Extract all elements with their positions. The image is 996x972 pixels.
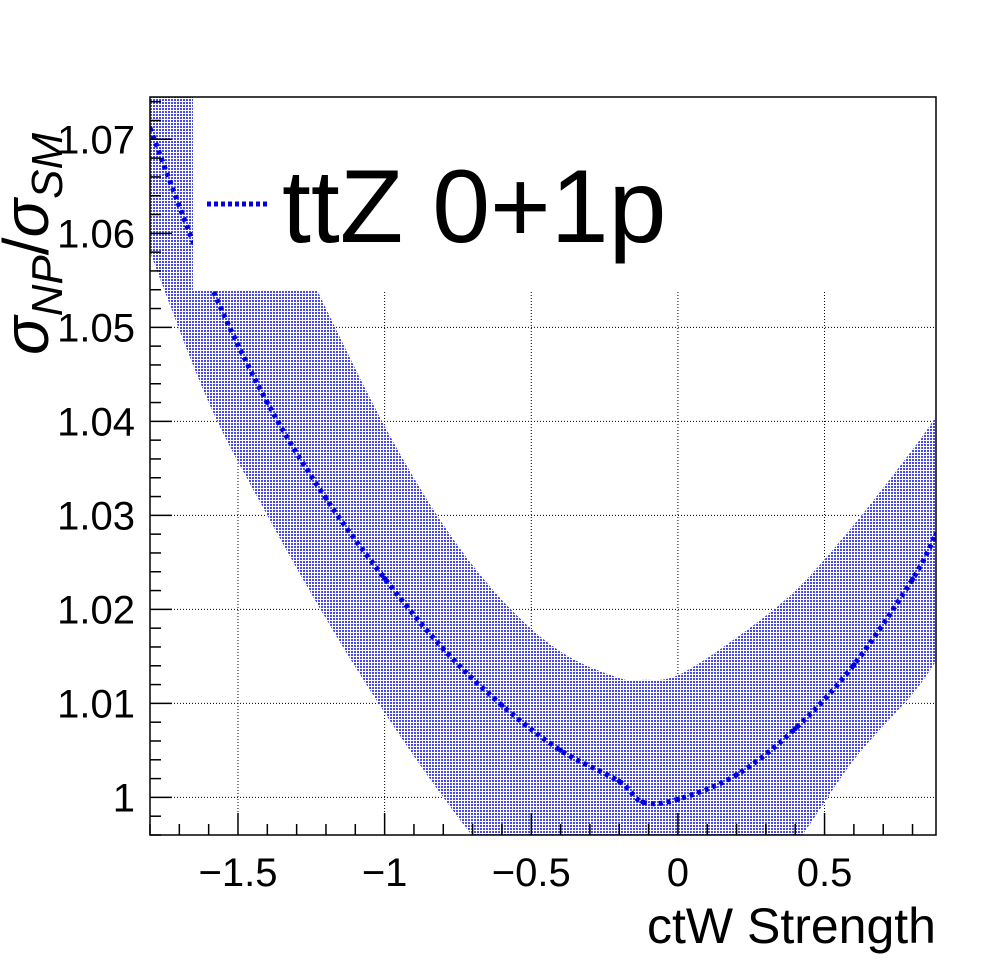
y-tick-label: 1.02 xyxy=(57,588,135,632)
axes: −1.5 −1 −0.5 0 0.5 1 1.01 1.02 1.03 1.04 1.05 1.06 1… xyxy=(57,96,937,895)
y-axis-title-symbol-2: σ xyxy=(0,197,62,238)
data-point xyxy=(675,796,681,802)
y-tick-label: 1.07 xyxy=(57,118,135,162)
data-point xyxy=(382,575,388,581)
data-point xyxy=(851,662,857,668)
series-line xyxy=(150,127,936,807)
x-axis-title: ctW Strength xyxy=(647,898,936,954)
y-tick-label: 1.03 xyxy=(57,494,135,538)
y-tick-label: 1.05 xyxy=(57,306,135,350)
y-axis-title-symbol: σ xyxy=(0,314,62,355)
data-point xyxy=(558,747,564,753)
data-point xyxy=(734,772,740,778)
x-tick-label: −0.5 xyxy=(492,851,571,895)
data-point xyxy=(640,799,646,805)
y-tick-label: 1 xyxy=(113,776,135,820)
data-point xyxy=(264,400,270,405)
y-tick-label: 1.01 xyxy=(57,682,135,726)
y-axis-title-numerator-sub: NP xyxy=(23,255,72,317)
data-point xyxy=(323,495,329,501)
data-point xyxy=(910,576,915,582)
y-tick-label: 1.04 xyxy=(57,400,135,444)
y-axis-title-denominator-sub: SM xyxy=(23,133,72,199)
x-tick-label: 0.5 xyxy=(797,851,853,895)
legend-label: ttZ 0+1p xyxy=(282,149,666,265)
data-point xyxy=(440,646,446,652)
data-point xyxy=(499,702,505,708)
y-axis-title: σNP/σSM xyxy=(0,133,72,355)
data-point xyxy=(792,726,798,732)
legend-box xyxy=(193,97,936,290)
svg-text:σNP/σSM: σNP/σSM xyxy=(0,133,72,355)
data-point xyxy=(616,778,622,784)
x-tick-label: −1.5 xyxy=(199,851,278,895)
x-tick-label: 0 xyxy=(667,851,689,895)
uncertainty-band xyxy=(150,97,936,835)
y-axis-title-slash: / xyxy=(0,237,62,255)
x-tick-label: −1 xyxy=(362,851,408,895)
y-tick-label: 1.06 xyxy=(57,212,135,256)
plot-frame xyxy=(149,96,937,836)
legend: ttZ 0+1p xyxy=(193,97,936,290)
